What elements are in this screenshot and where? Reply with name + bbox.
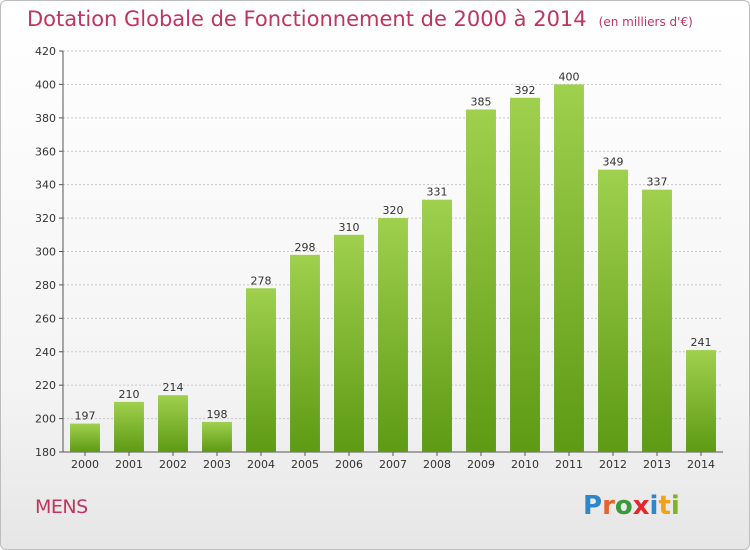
x-tick-label: 2001 (115, 458, 143, 471)
x-tick-label: 2011 (555, 458, 583, 471)
commune-name: MENS (35, 496, 88, 518)
bar-2012 (598, 169, 628, 453)
y-tick-label: 180 (35, 446, 56, 459)
bar-value-label: 198 (207, 408, 228, 421)
x-tick-label: 2003 (203, 458, 231, 471)
bar-value-label: 320 (383, 204, 404, 217)
y-tick-label: 240 (35, 346, 56, 359)
bar-value-label: 337 (647, 176, 668, 189)
bar-2006 (334, 234, 364, 452)
bar-2005 (290, 254, 320, 452)
y-tick-label: 360 (35, 145, 56, 158)
y-tick-label: 320 (35, 212, 56, 225)
y-tick-label: 260 (35, 312, 56, 325)
y-tick-label: 420 (35, 45, 56, 58)
logo-letter: P (583, 491, 603, 521)
x-tick-label: 2006 (335, 458, 363, 471)
chart-title-text: Dotation Globale de Fonctionnement de 20… (27, 7, 587, 31)
bar-2001 (114, 401, 144, 452)
bar-2014 (686, 350, 716, 452)
bar-value-label: 214 (163, 381, 184, 394)
bar-2004 (246, 288, 276, 452)
x-tick-label: 2013 (643, 458, 671, 471)
bar-2008 (422, 199, 452, 452)
bar-2010 (510, 97, 540, 453)
x-tick-label: 2012 (599, 458, 627, 471)
y-tick-label: 280 (35, 279, 56, 292)
chart-title: Dotation Globale de Fonctionnement de 20… (27, 7, 693, 31)
y-tick-label: 200 (35, 413, 56, 426)
x-tick-label: 2007 (379, 458, 407, 471)
bar-value-label: 310 (339, 221, 360, 234)
x-tick-label: 2008 (423, 458, 451, 471)
labels: 180 200 220 240 260 280 300 320 340 360 380 400 420 1… (35, 45, 715, 471)
logo-letter: i (649, 491, 659, 521)
x-tick-label: 2010 (511, 458, 539, 471)
bar-2009 (466, 109, 496, 453)
chart-unit: (en milliers d'€) (598, 15, 693, 29)
y-tick-label: 400 (35, 78, 56, 91)
proxiti-logo: Proxiti (583, 491, 680, 521)
bar-value-label: 392 (515, 84, 536, 97)
y-tick-label: 220 (35, 379, 56, 392)
x-tick-label: 2004 (247, 458, 275, 471)
bar-value-label: 241 (691, 336, 712, 349)
x-tick-label: 2009 (467, 458, 495, 471)
logo-letter: o (614, 491, 633, 521)
bar-2003 (202, 421, 232, 452)
logo-letter: t (658, 491, 671, 521)
bar-2000 (70, 423, 100, 452)
bar-value-label: 349 (603, 156, 624, 169)
x-tick-label: 2000 (71, 458, 99, 471)
bar-2013 (642, 189, 672, 452)
bar-value-label: 400 (559, 70, 580, 83)
bar-value-label: 331 (427, 186, 448, 199)
bar-2007 (378, 218, 408, 452)
y-tick-label: 340 (35, 179, 56, 192)
y-tick-label: 300 (35, 246, 56, 259)
bar-2002 (158, 395, 188, 452)
bar-value-label: 197 (75, 410, 96, 423)
y-tick-label: 380 (35, 112, 56, 125)
x-tick-label: 2002 (159, 458, 187, 471)
bar-value-label: 298 (295, 241, 316, 254)
x-tick-label: 2014 (687, 458, 715, 471)
bars (70, 84, 716, 453)
bar-value-label: 385 (471, 95, 492, 108)
bar-2011 (554, 84, 584, 453)
logo-letter: r (602, 491, 615, 521)
logo-letter: i (670, 491, 680, 521)
logo-letter: x (632, 491, 650, 521)
bar-value-label: 210 (119, 388, 140, 401)
x-tick-label: 2005 (291, 458, 319, 471)
bar-value-label: 278 (251, 274, 272, 287)
